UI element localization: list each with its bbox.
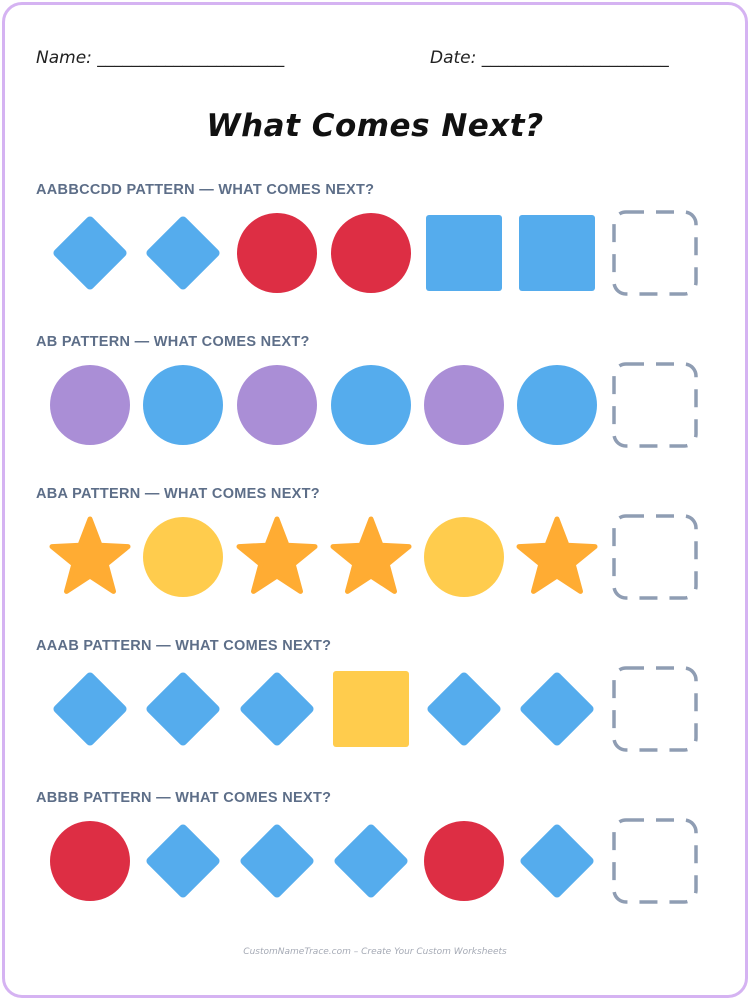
circle-shape-5-5 bbox=[424, 821, 504, 901]
diamond-shape-4-2 bbox=[146, 672, 220, 746]
diamond-shape-4-6 bbox=[520, 672, 594, 746]
answer-box-4[interactable] bbox=[612, 666, 698, 752]
circle-shape-2-4 bbox=[331, 365, 411, 445]
date-field-label: Date: ______________________ bbox=[430, 48, 669, 68]
circle-shape-3-2 bbox=[143, 517, 223, 597]
worksheet-title: What Comes Next? bbox=[206, 108, 544, 144]
footer-credit: CustomNameTrace.com – Create Your Custom… bbox=[243, 947, 507, 957]
diamond-shape-4-1 bbox=[53, 672, 127, 746]
pattern-2-row bbox=[50, 362, 698, 448]
diamond-shape-4-5 bbox=[427, 672, 501, 746]
star-shape-3-6 bbox=[516, 516, 598, 594]
answer-box-2[interactable] bbox=[612, 362, 698, 448]
answer-box-1[interactable] bbox=[612, 210, 698, 296]
circle-shape-2-3 bbox=[237, 365, 317, 445]
star-shape-3-4 bbox=[330, 516, 412, 594]
star-shape-3-3 bbox=[236, 516, 318, 594]
star-shape-3-1 bbox=[49, 516, 131, 594]
diamond-shape-1-2 bbox=[146, 216, 220, 290]
circle-shape-2-5 bbox=[424, 365, 504, 445]
circle-shape-1-3 bbox=[237, 213, 317, 293]
square-shape-1-6 bbox=[519, 215, 595, 291]
diamond-shape-4-3 bbox=[240, 672, 314, 746]
pattern-1-label: AABBCCDD PATTERN — WHAT COMES NEXT? bbox=[36, 182, 375, 198]
answer-box-3[interactable] bbox=[612, 514, 698, 600]
circle-shape-2-6 bbox=[517, 365, 597, 445]
pattern-3-label: ABA PATTERN — WHAT COMES NEXT? bbox=[36, 486, 320, 502]
square-shape-4-4 bbox=[333, 671, 409, 747]
diamond-shape-5-4 bbox=[334, 824, 408, 898]
circle-shape-2-2 bbox=[143, 365, 223, 445]
pattern-4-label: AAAB PATTERN — WHAT COMES NEXT? bbox=[36, 638, 332, 654]
diamond-shape-5-3 bbox=[240, 824, 314, 898]
diamond-shape-5-2 bbox=[146, 824, 220, 898]
diamond-shape-1-1 bbox=[53, 216, 127, 290]
circle-shape-3-5 bbox=[424, 517, 504, 597]
pattern-2-label: AB PATTERN — WHAT COMES NEXT? bbox=[36, 334, 310, 350]
circle-shape-5-1 bbox=[50, 821, 130, 901]
circle-shape-2-1 bbox=[50, 365, 130, 445]
pattern-3-row bbox=[49, 514, 698, 600]
answer-box-5[interactable] bbox=[612, 818, 698, 904]
pattern-5-row bbox=[50, 818, 698, 904]
diamond-shape-5-6 bbox=[520, 824, 594, 898]
square-shape-1-5 bbox=[426, 215, 502, 291]
circle-shape-1-4 bbox=[331, 213, 411, 293]
name-field-label: Name: ______________________ bbox=[36, 48, 285, 68]
pattern-4-row bbox=[53, 666, 698, 752]
pattern-5-label: ABBB PATTERN — WHAT COMES NEXT? bbox=[36, 790, 332, 806]
pattern-1-row bbox=[53, 210, 698, 296]
